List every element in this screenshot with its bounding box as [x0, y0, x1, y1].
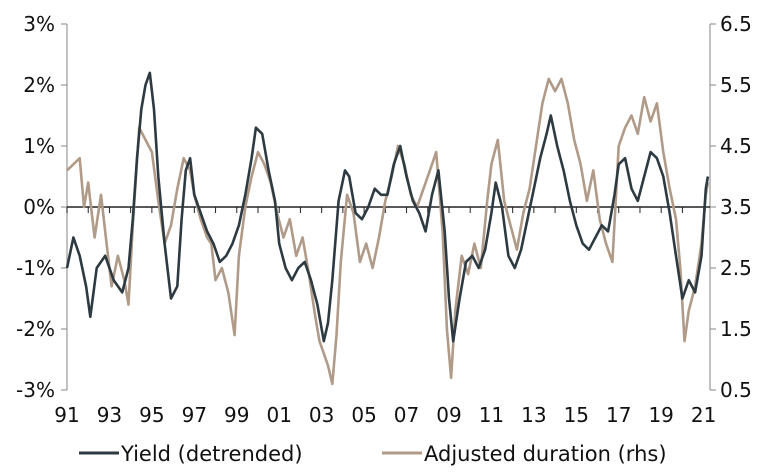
x-tick-label: 19: [648, 403, 673, 427]
series-layer: [65, 71, 710, 386]
x-tick-label: 97: [182, 403, 207, 427]
x-tick-label: 05: [351, 403, 376, 427]
left-tick-label: 1%: [23, 134, 55, 158]
series-line-duration: [66, 77, 710, 386]
series-line-yield: [65, 71, 710, 343]
left-tick-label: 2%: [23, 73, 55, 97]
left-tick-label: -3%: [16, 378, 55, 402]
right-tick-label: 4.5: [720, 134, 752, 158]
left-tick-label: 3%: [23, 12, 55, 36]
right-tick-label: 2.5: [720, 256, 752, 280]
legend: Yield (detrended) Adjusted duration (rhs): [79, 442, 667, 466]
tick-labels: -3% -2% -1% 0% 1% 2% 3% 0.5 1.5 2.5 3.5 4.5 5.5 6.5 91…: [16, 12, 752, 427]
x-tick-label: 01: [266, 403, 291, 427]
x-tick-label: 93: [97, 403, 122, 427]
right-tick-label: 6.5: [720, 12, 752, 36]
right-tick-label: 5.5: [720, 73, 752, 97]
right-tick-label: 1.5: [720, 317, 752, 341]
x-tick-label: 95: [139, 403, 164, 427]
right-tick-label: 3.5: [720, 195, 752, 219]
right-tick-label: 0.5: [720, 378, 752, 402]
x-tick-label: 07: [394, 403, 419, 427]
x-tick-label: 21: [691, 403, 716, 427]
legend-label: Adjusted duration (rhs): [424, 442, 667, 466]
x-tick-label: 03: [309, 403, 334, 427]
x-tick-label: 11: [479, 403, 504, 427]
left-tick-label: -2%: [16, 317, 55, 341]
left-tick-label: -1%: [16, 256, 55, 280]
legend-label: Yield (detrended): [120, 442, 303, 466]
x-tick-label: 15: [564, 403, 589, 427]
x-tick-label: 17: [606, 403, 631, 427]
x-tick-label: 09: [436, 403, 461, 427]
left-tick-label: 0%: [23, 195, 55, 219]
x-tick-label: 99: [224, 403, 249, 427]
x-tick-label: 13: [521, 403, 546, 427]
x-tick-label: 91: [54, 403, 79, 427]
